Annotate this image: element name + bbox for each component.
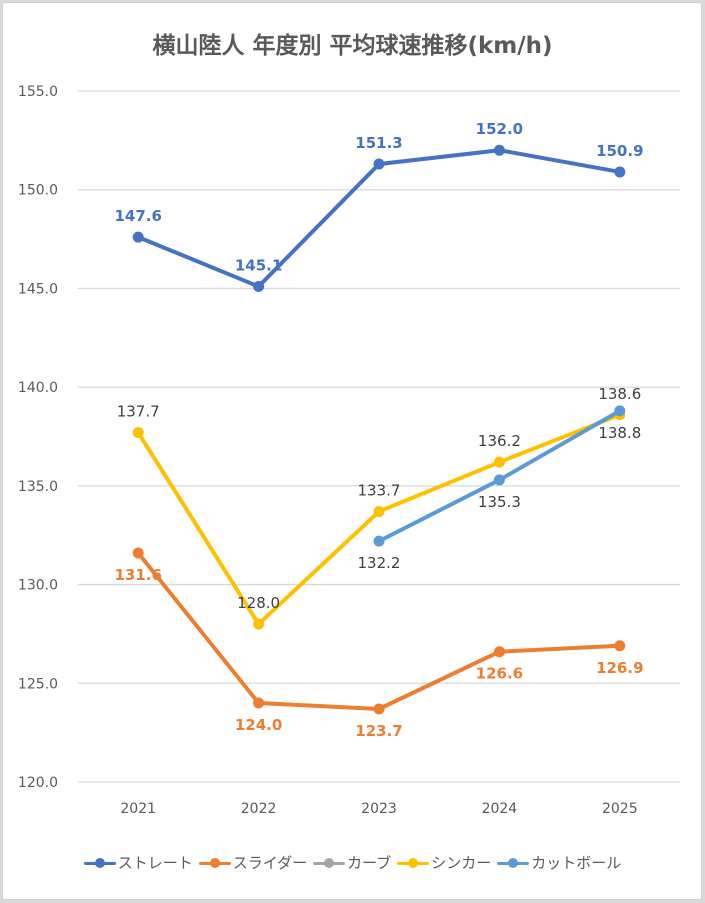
legend-line-marker-icon [83,857,116,869]
legend-item: カーブ [313,852,391,873]
y-tick-label: 120.0 [18,775,58,791]
data-label: 152.0 [476,120,523,138]
data-label: 126.6 [476,665,523,683]
data-point [373,535,385,547]
legend-item: ストレート [83,852,193,873]
series-line-3 [136,412,622,627]
data-point [493,474,505,486]
data-label: 124.0 [235,716,282,734]
chart-title: 横山陸人 年度別 平均球速推移(km/h) [152,33,553,59]
legend-line-marker-icon [497,857,530,869]
data-point [493,144,505,156]
data-label: 126.9 [596,659,643,677]
data-point [132,427,144,439]
data-label: 132.2 [358,554,401,572]
legend-label: シンカー [431,854,492,872]
x-tick-label: 2023 [361,801,397,817]
data-label: 136.2 [478,432,521,450]
data-label: 147.6 [114,207,161,225]
x-tick-label: 2025 [602,801,638,817]
legend-item: シンカー [397,852,491,873]
data-point [373,158,385,170]
y-tick-label: 155.0 [18,84,58,100]
y-tick-label: 125.0 [18,676,58,692]
y-tick-label: 145.0 [18,281,58,297]
data-label: 133.7 [358,482,401,500]
data-point [614,405,626,417]
legend-label: カーブ [347,854,392,872]
x-tick-label: 2024 [482,801,518,817]
data-label: 138.6 [598,385,641,403]
data-point [493,646,505,658]
data-label: 138.8 [598,424,641,442]
data-label: 123.7 [355,722,402,740]
y-tick-label: 150.0 [18,183,58,199]
legend-item: スライダー [198,852,308,873]
data-point [253,697,265,709]
data-point [253,280,265,292]
data-point [253,618,265,630]
data-point [614,640,626,652]
chart-legend: ストレート スライダー カーブ シンカー カットボール [0,852,705,873]
x-tick-label: 2022 [241,801,277,817]
y-tick-label: 135.0 [18,479,58,495]
legend-line-marker-icon [397,857,430,869]
series-line-1 [136,550,622,711]
data-point [614,166,626,178]
legend-label: スライダー [232,854,308,872]
data-label: 145.1 [235,256,282,274]
data-label: 135.3 [478,493,521,511]
data-label: 128.0 [237,594,280,612]
data-label: 150.9 [596,142,643,160]
data-point [373,506,385,518]
legend-line-marker-icon [198,857,231,869]
series-line-0 [136,148,622,289]
y-tick-label: 130.0 [18,578,58,594]
data-label: 137.7 [117,403,160,421]
x-tick-label: 2021 [120,801,156,817]
data-point [493,456,505,468]
legend-label: ストレート [117,854,193,872]
legend-item: カットボール [497,852,621,873]
data-point [373,703,385,715]
legend-label: カットボール [531,854,622,872]
data-point [132,547,144,559]
y-tick-label: 140.0 [18,380,58,396]
data-label: 131.6 [114,566,161,584]
data-point [132,231,144,243]
data-label: 151.3 [355,134,402,152]
legend-line-marker-icon [313,857,346,869]
